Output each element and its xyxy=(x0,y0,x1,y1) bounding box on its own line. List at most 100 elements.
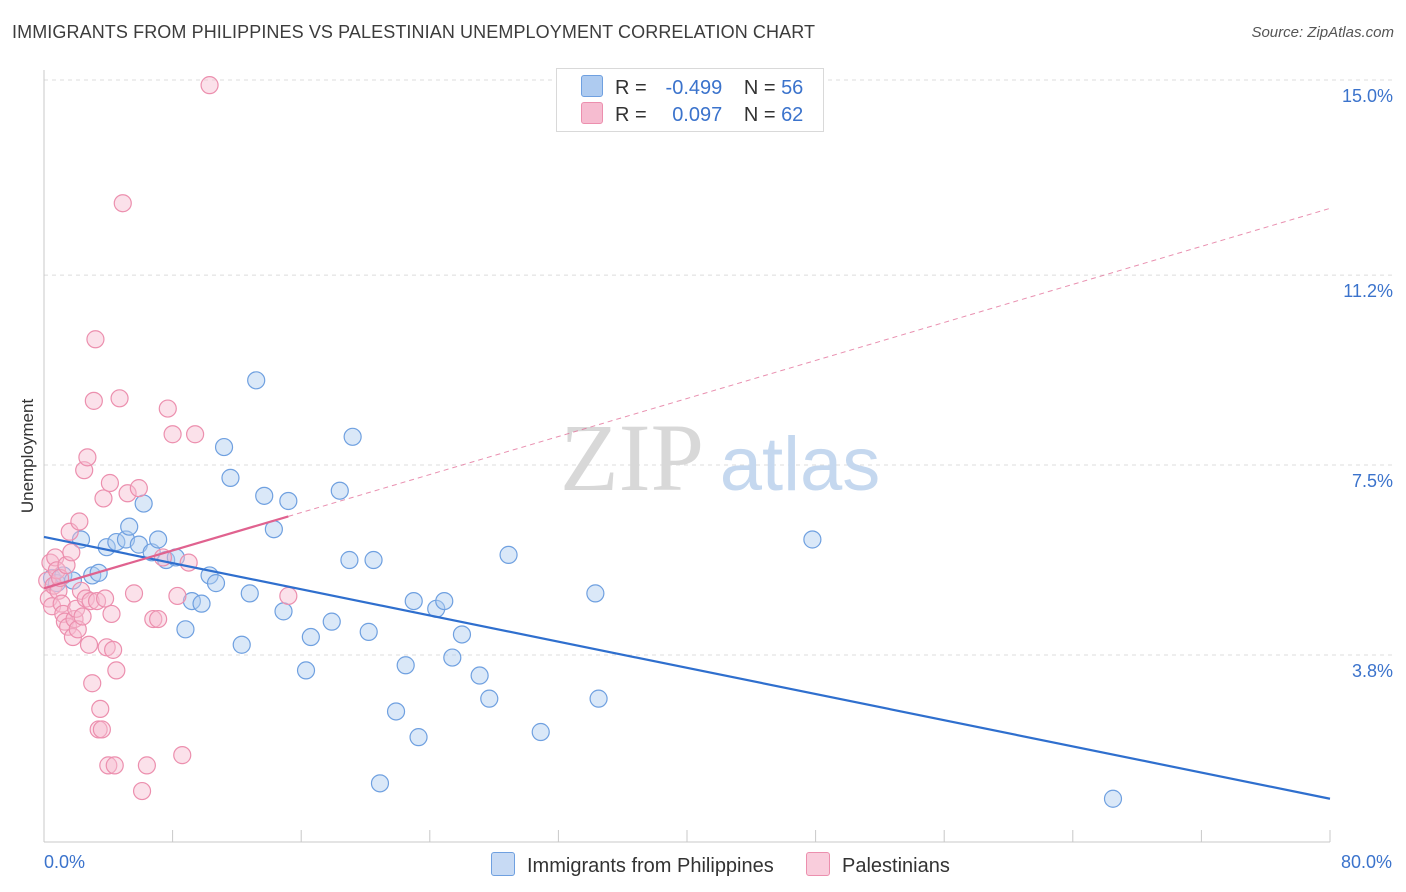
data-point xyxy=(86,330,105,349)
data-point xyxy=(100,473,120,493)
data-point xyxy=(149,609,168,629)
data-point xyxy=(480,689,499,708)
axes xyxy=(43,70,1331,843)
data-point xyxy=(343,427,362,446)
data-point xyxy=(330,481,349,500)
data-point xyxy=(137,756,156,775)
data-point xyxy=(340,550,359,570)
legend-row-philippines: R = -0.499 N = 56 xyxy=(581,75,803,101)
data-point xyxy=(531,722,550,742)
data-point xyxy=(186,425,205,444)
data-point xyxy=(452,625,472,644)
data-point xyxy=(129,479,148,498)
data-point xyxy=(118,484,137,503)
data-point xyxy=(79,635,99,654)
data-point xyxy=(409,728,428,747)
data-point xyxy=(81,591,100,611)
data-point xyxy=(102,604,121,624)
data-point xyxy=(232,635,251,654)
legend-n-label: N = xyxy=(743,104,776,126)
y-tick-labels: 3.8% 7.5% 11.2% 15.0% xyxy=(1342,86,1393,681)
data-point xyxy=(83,674,102,693)
series-legend: Immigrants from Philippines Palestinians xyxy=(0,852,1406,878)
legend-r-value: 0.097 xyxy=(672,104,723,126)
chart-title: IMMIGRANTS FROM PHILIPPINES VS PALESTINI… xyxy=(12,22,816,42)
data-point xyxy=(279,491,298,511)
legend-r-value: -0.499 xyxy=(665,77,723,99)
data-point xyxy=(301,627,320,647)
data-point xyxy=(370,774,390,793)
watermark-atlas: atlas xyxy=(720,422,881,507)
series-palestinians xyxy=(38,76,298,801)
data-point xyxy=(120,517,139,536)
legend-n-value: 62 xyxy=(781,104,804,126)
data-point xyxy=(322,612,341,631)
y-tick-label: 11.2% xyxy=(1343,281,1393,301)
data-point xyxy=(124,584,144,603)
data-point xyxy=(110,389,129,408)
data-point xyxy=(200,76,219,95)
data-point xyxy=(247,371,266,390)
data-point xyxy=(499,545,518,564)
legend-swatch-palestinians xyxy=(581,102,603,124)
correlation-legend: R = -0.499 N = 56 R = 0.097 N = 62 xyxy=(556,68,824,132)
data-point xyxy=(214,437,234,457)
data-point xyxy=(396,656,415,675)
data-point xyxy=(134,494,153,513)
data-point xyxy=(99,756,118,775)
data-point xyxy=(144,609,163,629)
data-point xyxy=(176,620,195,639)
data-point xyxy=(158,399,177,418)
data-point xyxy=(586,584,605,603)
x-tick-label-max: 80.0% xyxy=(1340,852,1392,872)
watermark-zip: ZIP xyxy=(560,404,704,511)
y-tick-label: 15.0% xyxy=(1342,86,1393,106)
data-point xyxy=(84,391,103,410)
data-point xyxy=(73,607,92,626)
data-point xyxy=(173,746,192,765)
data-point xyxy=(221,468,240,487)
legend-item-philippines: Immigrants from Philippines xyxy=(491,852,774,878)
data-point xyxy=(1103,789,1123,808)
legend-label-palestinians: Palestinians xyxy=(842,855,950,877)
data-point xyxy=(443,648,462,667)
data-point xyxy=(163,425,182,444)
trend-line-palestinians xyxy=(43,515,289,590)
data-point xyxy=(76,589,95,608)
data-point xyxy=(94,489,113,508)
series-philippines xyxy=(42,371,1123,808)
data-points xyxy=(38,76,1123,808)
legend-swatch-palestinians xyxy=(806,852,830,876)
watermark: ZIP atlas xyxy=(560,404,880,511)
data-point xyxy=(359,622,378,641)
data-point xyxy=(206,574,226,593)
data-point xyxy=(274,602,293,621)
legend-row-palestinians: R = 0.097 N = 62 xyxy=(581,102,803,128)
y-tick-label: 3.8% xyxy=(1352,661,1393,681)
data-point xyxy=(107,661,126,680)
data-point xyxy=(78,448,97,467)
data-point xyxy=(70,512,89,531)
trend-line-philippines xyxy=(43,535,1331,800)
data-point xyxy=(149,530,168,549)
data-point xyxy=(168,586,187,606)
data-point xyxy=(589,689,608,708)
legend-r-label: R = xyxy=(615,77,647,99)
legend-swatch-philippines xyxy=(581,75,603,97)
data-point xyxy=(91,699,110,719)
data-point xyxy=(364,550,383,570)
legend-swatch-philippines xyxy=(491,852,515,876)
data-point xyxy=(435,591,454,611)
data-point xyxy=(255,486,274,505)
legend-r-label: R = xyxy=(615,104,647,126)
trend-extension-palestinians xyxy=(288,207,1331,517)
data-point xyxy=(386,702,406,721)
data-point xyxy=(803,530,822,549)
data-point xyxy=(62,543,81,562)
data-point xyxy=(279,586,298,606)
grid-lines xyxy=(44,79,1395,656)
legend-n-label: N = xyxy=(743,77,776,99)
data-point xyxy=(132,781,152,801)
data-point xyxy=(105,756,124,775)
legend-item-palestinians: Palestinians xyxy=(806,852,950,878)
